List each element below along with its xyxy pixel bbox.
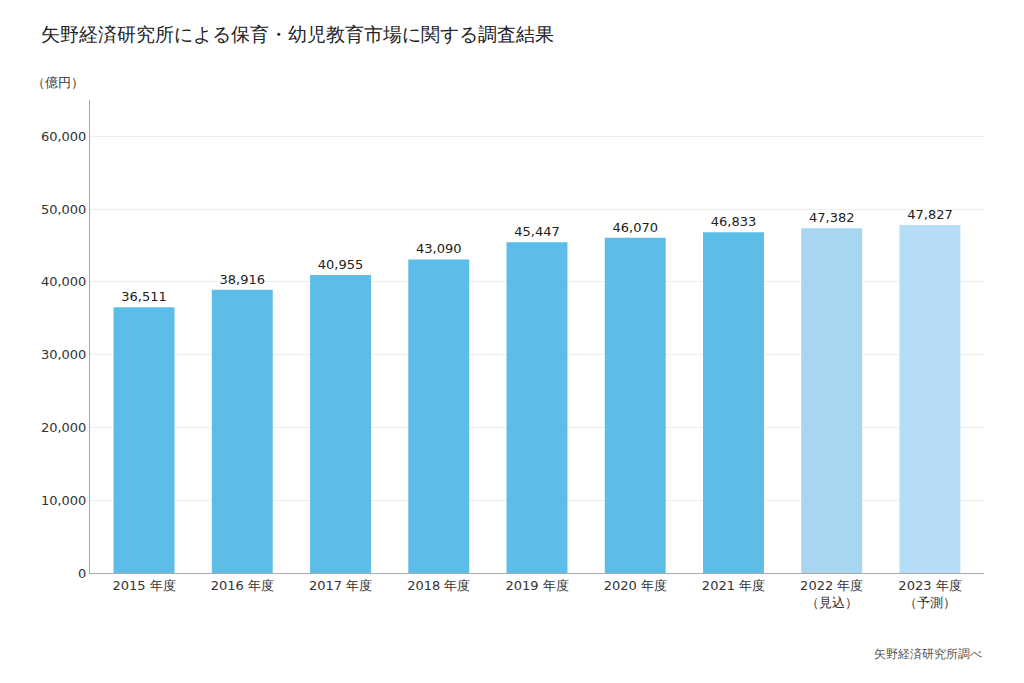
svg-text:2016 年度: 2016 年度	[211, 578, 274, 593]
svg-text:46,833: 46,833	[711, 214, 757, 229]
svg-text:矢野経済研究所調べ: 矢野経済研究所調べ	[874, 647, 982, 661]
svg-text:36,511: 36,511	[121, 289, 167, 304]
svg-text:46,070: 46,070	[612, 220, 658, 235]
svg-text:60,000: 60,000	[41, 129, 87, 144]
svg-text:38,916: 38,916	[220, 272, 266, 287]
svg-text:2015 年度: 2015 年度	[112, 578, 175, 593]
svg-text:2023 年度（予測）: 2023 年度（予測）	[898, 578, 961, 610]
svg-text:0: 0	[78, 566, 86, 581]
svg-text:2022 年度（見込）: 2022 年度（見込）	[800, 578, 863, 610]
svg-text:40,000: 40,000	[41, 274, 87, 289]
svg-text:2017 年度: 2017 年度	[309, 578, 372, 593]
svg-text:30,000: 30,000	[41, 347, 87, 362]
svg-text:2019 年度: 2019 年度	[505, 578, 568, 593]
svg-text:50,000: 50,000	[41, 202, 87, 217]
svg-text:2021 年度: 2021 年度	[702, 578, 765, 593]
svg-text:10,000: 10,000	[41, 493, 87, 508]
svg-text:47,827: 47,827	[907, 207, 953, 222]
svg-text:40,955: 40,955	[318, 257, 364, 272]
svg-text:2018 年度: 2018 年度	[407, 578, 470, 593]
svg-text:矢野経済研究所による保育・幼児教育市場に関する調査結果: 矢野経済研究所による保育・幼児教育市場に関する調査結果	[41, 23, 554, 45]
svg-text:2020 年度: 2020 年度	[604, 578, 667, 593]
svg-text:43,090: 43,090	[416, 241, 462, 256]
svg-text:47,382: 47,382	[809, 210, 855, 225]
svg-text:20,000: 20,000	[41, 420, 87, 435]
svg-text:（億円）: （億円）	[32, 75, 84, 90]
svg-text:45,447: 45,447	[514, 224, 560, 239]
